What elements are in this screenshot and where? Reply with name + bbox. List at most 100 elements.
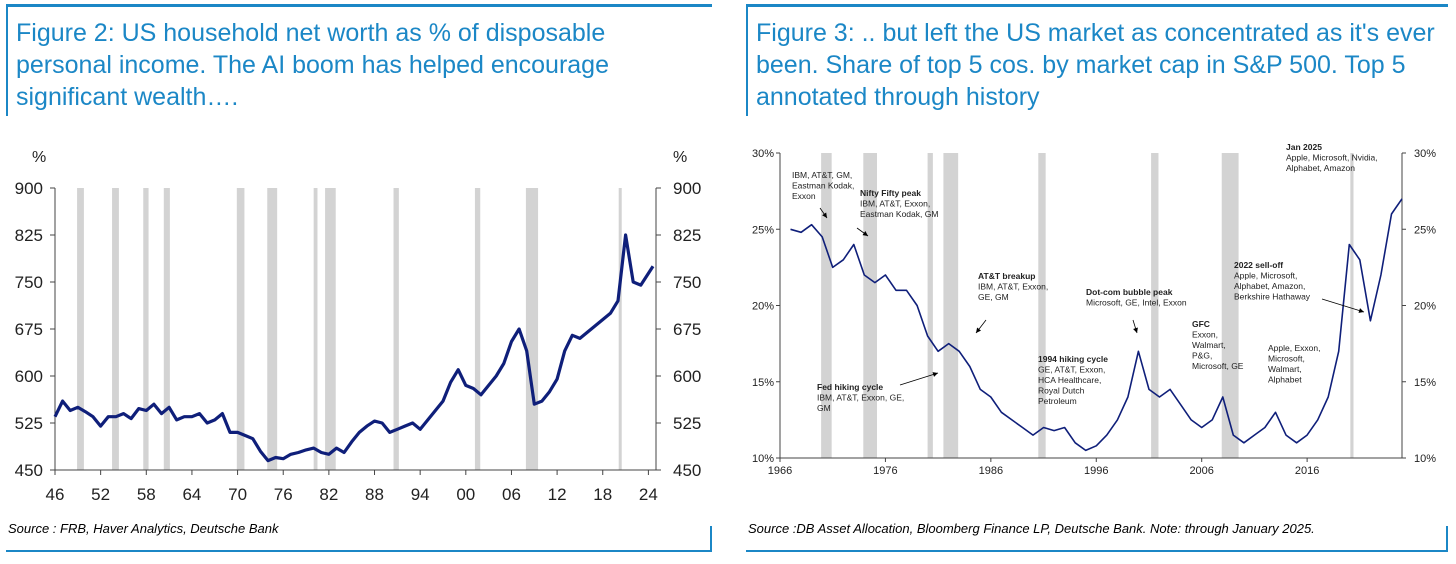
x-tick-label: 58 bbox=[137, 485, 156, 504]
y-tick-label-right: 15% bbox=[1414, 377, 1436, 389]
y-tick-label-right: 675 bbox=[673, 320, 701, 339]
x-tick-label: 82 bbox=[319, 485, 338, 504]
annotation-text: GE, AT&T, Exxon, bbox=[1038, 365, 1105, 375]
recession-band bbox=[1221, 153, 1239, 458]
y-tick-label-right: 750 bbox=[673, 273, 701, 292]
recession-band bbox=[1151, 153, 1159, 458]
annotation-arrow bbox=[1321, 298, 1365, 313]
figure-3-panel: Figure 3: .. but left the US market as c… bbox=[740, 0, 1456, 564]
annotation-title: 2022 sell-off bbox=[1234, 260, 1283, 270]
x-tick-label: 52 bbox=[91, 485, 110, 504]
y-axis-unit: % bbox=[32, 149, 46, 166]
recession-band bbox=[618, 188, 622, 470]
y-tick-label: 600 bbox=[15, 367, 43, 386]
recession-band bbox=[112, 188, 119, 470]
recession-band bbox=[1038, 153, 1046, 458]
annotation-arrowhead bbox=[1133, 327, 1138, 333]
recession-band bbox=[267, 188, 278, 470]
y-tick-label: 450 bbox=[15, 461, 43, 480]
x-tick-label: 18 bbox=[593, 485, 612, 504]
y-tick-label-right: 10% bbox=[1414, 453, 1436, 465]
recession-band bbox=[236, 188, 245, 470]
annotation-text: Royal Dutch bbox=[1038, 386, 1085, 396]
y-tick-label-right: 900 bbox=[673, 179, 701, 198]
x-tick-label: 70 bbox=[228, 485, 247, 504]
recession-band bbox=[821, 153, 832, 458]
annotation-arrowhead bbox=[862, 231, 868, 236]
figure-3-title: Figure 3: .. but left the US market as c… bbox=[756, 19, 1435, 111]
bottom-tick bbox=[1446, 526, 1448, 552]
figure-2-title: Figure 2: US household net worth as % of… bbox=[16, 19, 609, 111]
y-tick-label-right: 30% bbox=[1414, 148, 1436, 160]
recession-band bbox=[863, 153, 877, 458]
annotation-title: GFC bbox=[1192, 319, 1210, 329]
x-tick-label: 46 bbox=[46, 485, 65, 504]
y-tick-label-right: 525 bbox=[673, 414, 701, 433]
recession-band bbox=[313, 188, 318, 470]
concentration-series-line bbox=[790, 198, 1403, 452]
recession-band bbox=[163, 188, 170, 470]
x-tick-label: 1976 bbox=[873, 465, 897, 477]
x-tick-label: 1966 bbox=[768, 465, 792, 477]
annotation-text: Alphabet, Amazon bbox=[1286, 163, 1355, 173]
figure-2-panel: Figure 2: US household net worth as % of… bbox=[0, 0, 720, 564]
annotation-text: Berkshire Hathaway bbox=[1234, 292, 1311, 302]
recession-band bbox=[474, 188, 481, 470]
recession-band bbox=[325, 188, 336, 470]
title-accent-bar bbox=[6, 4, 8, 116]
x-tick-label: 88 bbox=[365, 485, 384, 504]
x-tick-label: 12 bbox=[548, 485, 567, 504]
y-tick-label-right: 20% bbox=[1414, 301, 1436, 313]
recession-band bbox=[77, 188, 84, 470]
annotation-text: Apple, Exxon, bbox=[1268, 343, 1320, 353]
annotation-title: Nifty Fifty peak bbox=[860, 188, 921, 198]
recession-band bbox=[143, 188, 149, 470]
x-tick-label: 1986 bbox=[979, 465, 1003, 477]
x-tick-label: 06 bbox=[502, 485, 521, 504]
x-tick-label: 76 bbox=[274, 485, 293, 504]
x-tick-label: 00 bbox=[456, 485, 475, 504]
annotation-text: HCA Healthcare, bbox=[1038, 375, 1101, 385]
recession-band bbox=[1350, 153, 1354, 458]
annotation-text: IBM, AT&T, Exxon, bbox=[860, 199, 930, 209]
annotation-text: Eastman Kodak, bbox=[792, 181, 854, 191]
annotation-text: Exxon bbox=[792, 191, 816, 201]
y-axis-unit-right: % bbox=[673, 149, 687, 166]
x-tick-label: 94 bbox=[411, 485, 430, 504]
annotation-text: Microsoft, GE, Intel, Exxon bbox=[1086, 298, 1187, 308]
y-tick-label-right: 450 bbox=[673, 461, 701, 480]
annotation-arrowhead bbox=[822, 212, 827, 218]
y-tick-label: 750 bbox=[15, 273, 43, 292]
recession-band bbox=[943, 153, 959, 458]
annotation-title: Fed hiking cycle bbox=[817, 382, 883, 392]
bottom-rule bbox=[746, 550, 1448, 552]
x-tick-label: 2006 bbox=[1189, 465, 1213, 477]
bottom-tick bbox=[710, 526, 712, 552]
annotation-text: Microsoft, bbox=[1268, 354, 1305, 364]
recession-band bbox=[927, 153, 933, 458]
annotation-arrowhead bbox=[976, 327, 981, 333]
figure-3-source: Source :DB Asset Allocation, Bloomberg F… bbox=[748, 521, 1315, 536]
annotation-text: Alphabet, Amazon, bbox=[1234, 281, 1305, 291]
market-concentration-chart: 10% 10% 15% 15% 20% 20% 25% 25% 30% 30% 1966 1976 19… bbox=[752, 142, 1436, 477]
x-tick-label: 64 bbox=[182, 485, 201, 504]
annotation-text: Microsoft, GE bbox=[1192, 361, 1244, 371]
y-tick-label-right: 600 bbox=[673, 367, 701, 386]
bottom-rule bbox=[6, 550, 712, 552]
y-tick-label: 675 bbox=[15, 320, 43, 339]
annotation-text: IBM, AT&T, GM, bbox=[792, 170, 852, 180]
annotation-text: IBM, AT&T, Exxon, GE, bbox=[817, 393, 904, 403]
annotation-title: AT&T breakup bbox=[978, 271, 1035, 281]
x-tick-label: 2016 bbox=[1295, 465, 1319, 477]
title-accent-bar bbox=[746, 4, 748, 116]
annotation-text: Walmart, bbox=[1268, 364, 1302, 374]
y-tick-label: 15% bbox=[752, 377, 774, 389]
net-worth-chart: 450 450 525 525 600 600 675 675 750 750 825 825 900 9… bbox=[15, 149, 702, 504]
y-tick-label: 25% bbox=[752, 224, 774, 236]
annotation-text: Alphabet bbox=[1268, 375, 1302, 385]
annotation-text: Apple, Microsoft, Nvidia, bbox=[1286, 153, 1378, 163]
annotation-text: Exxon, bbox=[1192, 330, 1218, 340]
annotation-text: Apple, Microsoft, bbox=[1234, 271, 1297, 281]
x-tick-label: 24 bbox=[639, 485, 658, 504]
y-tick-label: 825 bbox=[15, 226, 43, 245]
